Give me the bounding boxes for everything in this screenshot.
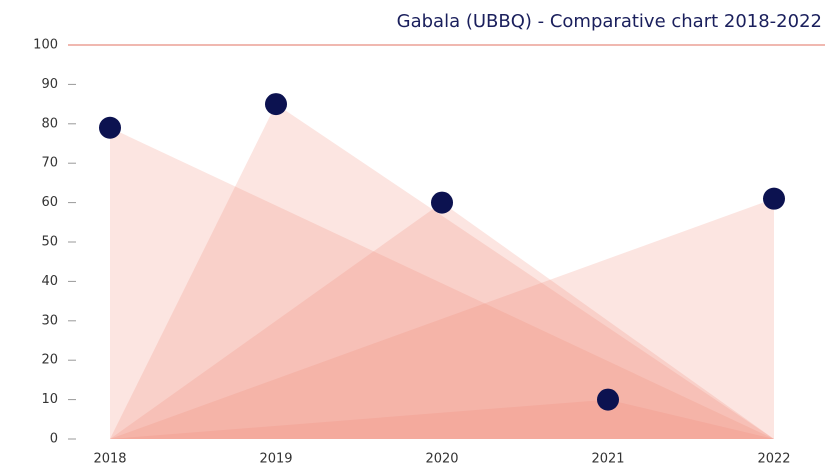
y-tick-label: 70 [41, 156, 58, 171]
marker [265, 93, 287, 116]
x-tick-label: 2021 [591, 452, 624, 467]
x-tick-label: 2019 [259, 452, 292, 467]
x-tick-label: 2022 [757, 452, 790, 467]
y-tick-label: 60 [41, 195, 58, 210]
x-tick-label: 2020 [425, 452, 458, 467]
triangle [110, 104, 774, 439]
y-tick-label: 50 [41, 235, 58, 250]
chart-title: Gabala (UBBQ) - Comparative chart 2018-2… [397, 11, 822, 32]
marker [597, 388, 619, 411]
y-tick-label: 80 [41, 116, 58, 131]
triangle [110, 198, 774, 439]
x-tick-label: 2018 [93, 452, 126, 467]
triangle [110, 127, 774, 440]
marker [99, 116, 121, 139]
y-tick-label: 20 [41, 353, 58, 368]
y-tick-label: 40 [41, 274, 58, 289]
y-tick-label: 30 [41, 313, 58, 328]
triangle [110, 202, 774, 439]
marker [431, 191, 453, 214]
marker [763, 187, 785, 210]
y-tick-label: 10 [41, 392, 58, 407]
y-tick-label: 100 [33, 38, 58, 53]
y-tick-label: 90 [41, 77, 58, 92]
y-tick-label: 0 [50, 432, 58, 447]
